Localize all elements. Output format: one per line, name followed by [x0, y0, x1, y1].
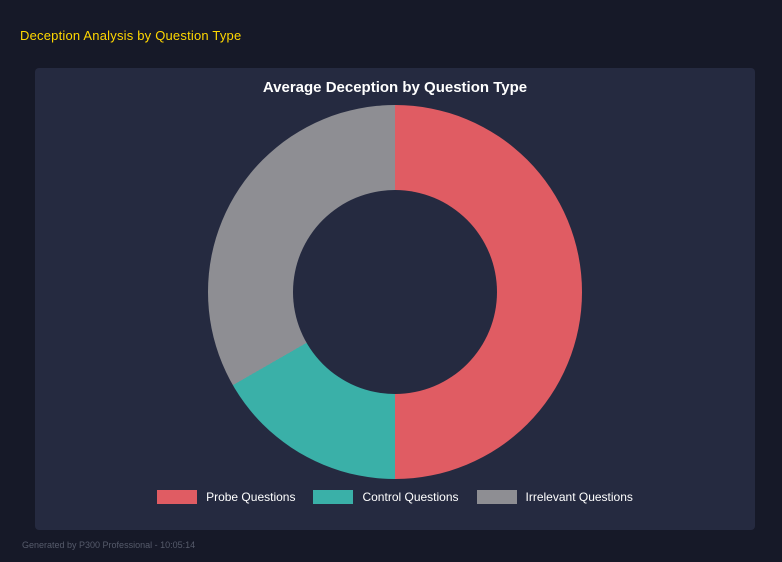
- legend-item-control[interactable]: Control Questions: [313, 490, 459, 504]
- chart-legend: Probe Questions Control Questions Irrele…: [35, 490, 755, 504]
- legend-swatch-probe: [157, 490, 198, 504]
- chart-panel: Average Deception by Question Type Probe…: [35, 68, 755, 530]
- legend-swatch-control: [313, 490, 354, 504]
- legend-label: Control Questions: [362, 490, 459, 504]
- donut-hole: [293, 190, 497, 394]
- legend-item-probe[interactable]: Probe Questions: [157, 490, 295, 504]
- legend-label: Irrelevant Questions: [525, 490, 633, 504]
- page-title: Deception Analysis by Question Type: [20, 28, 242, 43]
- legend-label: Probe Questions: [206, 490, 296, 504]
- donut-chart[interactable]: [208, 105, 582, 479]
- footer-text: Generated by P300 Professional - 10:05:1…: [22, 540, 196, 550]
- chart-title: Average Deception by Question Type: [262, 79, 528, 96]
- legend-swatch-irrelevant: [476, 490, 517, 504]
- legend-item-irrelevant[interactable]: Irrelevant Questions: [476, 490, 633, 504]
